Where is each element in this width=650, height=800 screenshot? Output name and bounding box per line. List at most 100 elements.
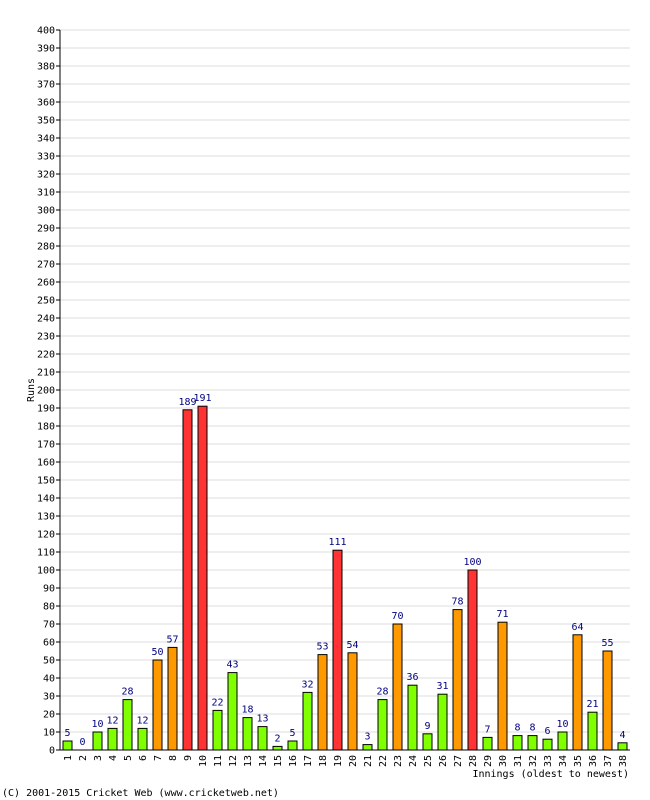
bar-value-label: 18 [241, 705, 253, 716]
y-tick-label: 400 [37, 26, 55, 37]
bar-innings-37 [602, 650, 613, 751]
bar-innings-21 [362, 744, 373, 751]
bar-value-label: 53 [316, 642, 328, 653]
y-tick-label: 140 [37, 494, 55, 505]
bar-innings-31 [512, 735, 523, 751]
bar-innings-6 [137, 727, 148, 751]
bar-value-label: 6 [544, 726, 550, 737]
y-tick-label: 250 [37, 296, 55, 307]
x-tick-label: 4 [108, 755, 119, 761]
bar-innings-1 [62, 740, 73, 751]
bar-value-label: 64 [571, 622, 583, 633]
bar-innings-12 [227, 672, 238, 751]
y-tick-label: 280 [37, 242, 55, 253]
x-tick-label: 9 [183, 755, 194, 761]
x-tick-label: 2 [78, 755, 89, 761]
x-tick-label: 24 [408, 755, 419, 767]
bar-value-label: 10 [556, 719, 568, 730]
bar-innings-25 [422, 733, 433, 751]
bar-innings-13 [242, 717, 253, 751]
y-tick-label: 130 [37, 512, 55, 523]
y-tick-label: 10 [43, 728, 55, 739]
bar-value-label: 189 [178, 397, 196, 408]
bar-innings-17 [302, 691, 313, 751]
bar-innings-38 [617, 742, 628, 751]
x-tick-label: 15 [273, 755, 284, 767]
bar-innings-10 [197, 405, 208, 751]
bar-value-label: 21 [586, 699, 598, 710]
x-tick-label: 38 [618, 755, 629, 767]
x-tick-label: 32 [528, 755, 539, 767]
bar-value-label: 71 [496, 609, 508, 620]
y-tick-label: 270 [37, 260, 55, 271]
bar-value-label: 57 [166, 634, 178, 645]
x-tick-label: 18 [318, 755, 329, 767]
y-tick-labels: 0 10 20 30 40 50 60 70 80 90 100 110 120 130 140 150 160… [37, 26, 60, 757]
y-tick-label: 90 [43, 584, 55, 595]
bar-value-label: 2 [274, 733, 280, 744]
x-tick-label: 20 [348, 755, 359, 767]
bar-innings-28 [467, 569, 478, 751]
bar-innings-32 [527, 735, 538, 751]
y-tick-label: 40 [43, 674, 55, 685]
y-tick-label: 360 [37, 98, 55, 109]
y-tick-label: 260 [37, 278, 55, 289]
bar-value-label: 9 [424, 721, 430, 732]
y-tick-label: 170 [37, 440, 55, 451]
bar-innings-7 [152, 659, 163, 751]
x-tick-label: 34 [558, 755, 569, 767]
bar-innings-14 [257, 726, 268, 751]
x-tick-label: 28 [468, 755, 479, 767]
bar-innings-23 [392, 623, 403, 751]
bar-value-label: 50 [151, 647, 163, 658]
x-tick-label: 26 [438, 755, 449, 767]
bar-value-label: 3 [364, 732, 370, 743]
x-tick-label: 17 [303, 755, 314, 767]
bar-value-label: 191 [193, 393, 211, 404]
y-tick-label: 0 [49, 746, 55, 757]
x-tick-label: 6 [138, 755, 149, 761]
y-tick-label: 320 [37, 170, 55, 181]
y-tick-label: 160 [37, 458, 55, 469]
x-tick-label: 7 [153, 755, 164, 761]
y-tick-label: 80 [43, 602, 55, 613]
x-tick-label: 35 [573, 755, 584, 767]
bar-innings-29 [482, 736, 493, 751]
x-tick-label: 3 [93, 755, 104, 761]
y-tick-label: 180 [37, 422, 55, 433]
bar-value-label: 31 [436, 681, 448, 692]
bar-value-label: 78 [451, 597, 463, 608]
x-tick-label: 29 [483, 755, 494, 767]
y-tick-label: 330 [37, 152, 55, 163]
bar-innings-9 [182, 409, 193, 751]
x-tick-label: 14 [258, 755, 269, 767]
bar-innings-36 [587, 711, 598, 751]
y-tick-label: 200 [37, 386, 55, 397]
x-tick-label: 10 [198, 755, 209, 767]
bar-value-label: 28 [376, 687, 388, 698]
bar-value-label: 12 [136, 715, 148, 726]
bar-innings-18 [317, 654, 328, 751]
bar-value-label: 13 [256, 714, 268, 725]
bar-innings-3 [92, 731, 103, 751]
bar-value-label: 8 [529, 723, 535, 734]
x-tick-label: 27 [453, 755, 464, 767]
y-tick-label: 190 [37, 404, 55, 415]
bar-innings-35 [572, 634, 583, 751]
x-tick-label: 33 [543, 755, 554, 767]
bar-value-label: 100 [463, 557, 481, 568]
x-tick-label: 23 [393, 755, 404, 767]
bar-value-label: 4 [619, 730, 625, 741]
bar-innings-26 [437, 693, 448, 751]
y-tick-label: 240 [37, 314, 55, 325]
x-tick-label: 21 [363, 755, 374, 767]
x-tick-label: 37 [603, 755, 614, 767]
x-tick-label: 22 [378, 755, 389, 767]
bar-innings-11 [212, 709, 223, 751]
y-tick-label: 120 [37, 530, 55, 541]
y-axis-title: Runs [26, 378, 37, 402]
y-tick-label: 30 [43, 692, 55, 703]
bar-value-label: 8 [514, 723, 520, 734]
